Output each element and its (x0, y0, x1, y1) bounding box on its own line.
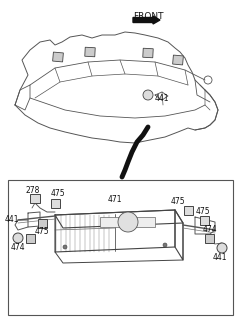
Bar (51, 198, 60, 207)
Text: FRONT: FRONT (133, 12, 163, 21)
Text: 474: 474 (203, 226, 217, 235)
Bar (26, 234, 34, 243)
Text: 441: 441 (5, 215, 19, 225)
Circle shape (163, 243, 167, 247)
Bar (173, 55, 183, 65)
Bar (53, 52, 63, 62)
Bar (30, 194, 40, 203)
Bar (201, 215, 209, 225)
Text: 471: 471 (108, 196, 122, 204)
Bar (38, 219, 47, 228)
Text: 475: 475 (196, 206, 210, 215)
Text: 475: 475 (51, 189, 65, 198)
Circle shape (217, 243, 227, 253)
Bar (100, 217, 155, 227)
FancyArrow shape (133, 16, 160, 24)
Text: 441: 441 (213, 252, 227, 261)
Text: 278: 278 (26, 186, 40, 195)
Text: 474: 474 (11, 243, 25, 252)
Bar (143, 48, 153, 58)
Circle shape (143, 90, 153, 100)
Circle shape (118, 212, 138, 232)
Bar (206, 234, 214, 243)
Circle shape (13, 233, 23, 243)
Circle shape (63, 245, 67, 249)
Bar (8, 180, 233, 315)
Bar (183, 205, 193, 214)
Text: 475: 475 (171, 197, 185, 206)
Bar (85, 47, 95, 57)
Text: 475: 475 (35, 228, 49, 236)
Text: 441: 441 (155, 93, 169, 102)
